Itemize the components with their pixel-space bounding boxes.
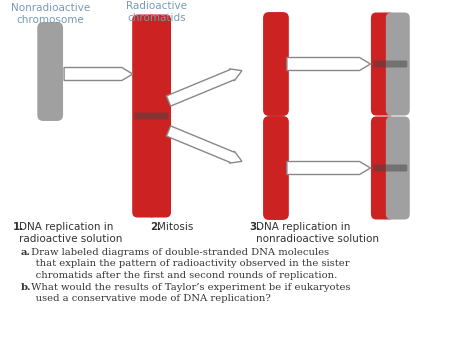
Text: 1.: 1.	[12, 222, 24, 232]
Text: Mitosis: Mitosis	[157, 222, 193, 232]
FancyBboxPatch shape	[371, 117, 395, 220]
Text: Nonradioactive
chromosome: Nonradioactive chromosome	[10, 3, 90, 24]
FancyArrow shape	[287, 162, 370, 174]
FancyBboxPatch shape	[263, 12, 289, 116]
FancyBboxPatch shape	[147, 15, 171, 218]
Text: 3.: 3.	[249, 222, 260, 232]
Text: chromatids after the first and second rounds of replication.: chromatids after the first and second ro…	[20, 271, 338, 280]
Text: b.: b.	[20, 283, 31, 291]
FancyArrow shape	[167, 126, 242, 163]
Text: 2.: 2.	[150, 222, 161, 232]
Text: Radioactive
chromatids: Radioactive chromatids	[126, 1, 187, 22]
FancyBboxPatch shape	[263, 116, 289, 220]
FancyBboxPatch shape	[132, 15, 156, 218]
FancyArrow shape	[287, 57, 370, 70]
FancyBboxPatch shape	[386, 13, 410, 116]
FancyBboxPatch shape	[374, 165, 407, 171]
Text: DNA replication in
nonradioactive solution: DNA replication in nonradioactive soluti…	[256, 222, 379, 243]
FancyBboxPatch shape	[371, 13, 395, 116]
FancyArrow shape	[167, 69, 242, 106]
Text: used a conservative mode of DNA replication?: used a conservative mode of DNA replicat…	[20, 294, 271, 303]
Text: DNA replication in
radioactive solution: DNA replication in radioactive solution	[20, 222, 123, 243]
Text: a.: a.	[20, 248, 30, 257]
Text: What would the results of Taylor’s experiment be if eukaryotes: What would the results of Taylor’s exper…	[28, 283, 351, 291]
FancyBboxPatch shape	[135, 113, 168, 119]
Text: Draw labeled diagrams of double-stranded DNA molecules: Draw labeled diagrams of double-stranded…	[28, 248, 330, 257]
FancyBboxPatch shape	[386, 117, 410, 220]
FancyArrow shape	[64, 68, 133, 81]
FancyBboxPatch shape	[374, 61, 407, 68]
FancyBboxPatch shape	[37, 22, 63, 121]
Text: that explain the pattern of radioactivity observed in the sister: that explain the pattern of radioactivit…	[20, 259, 350, 269]
